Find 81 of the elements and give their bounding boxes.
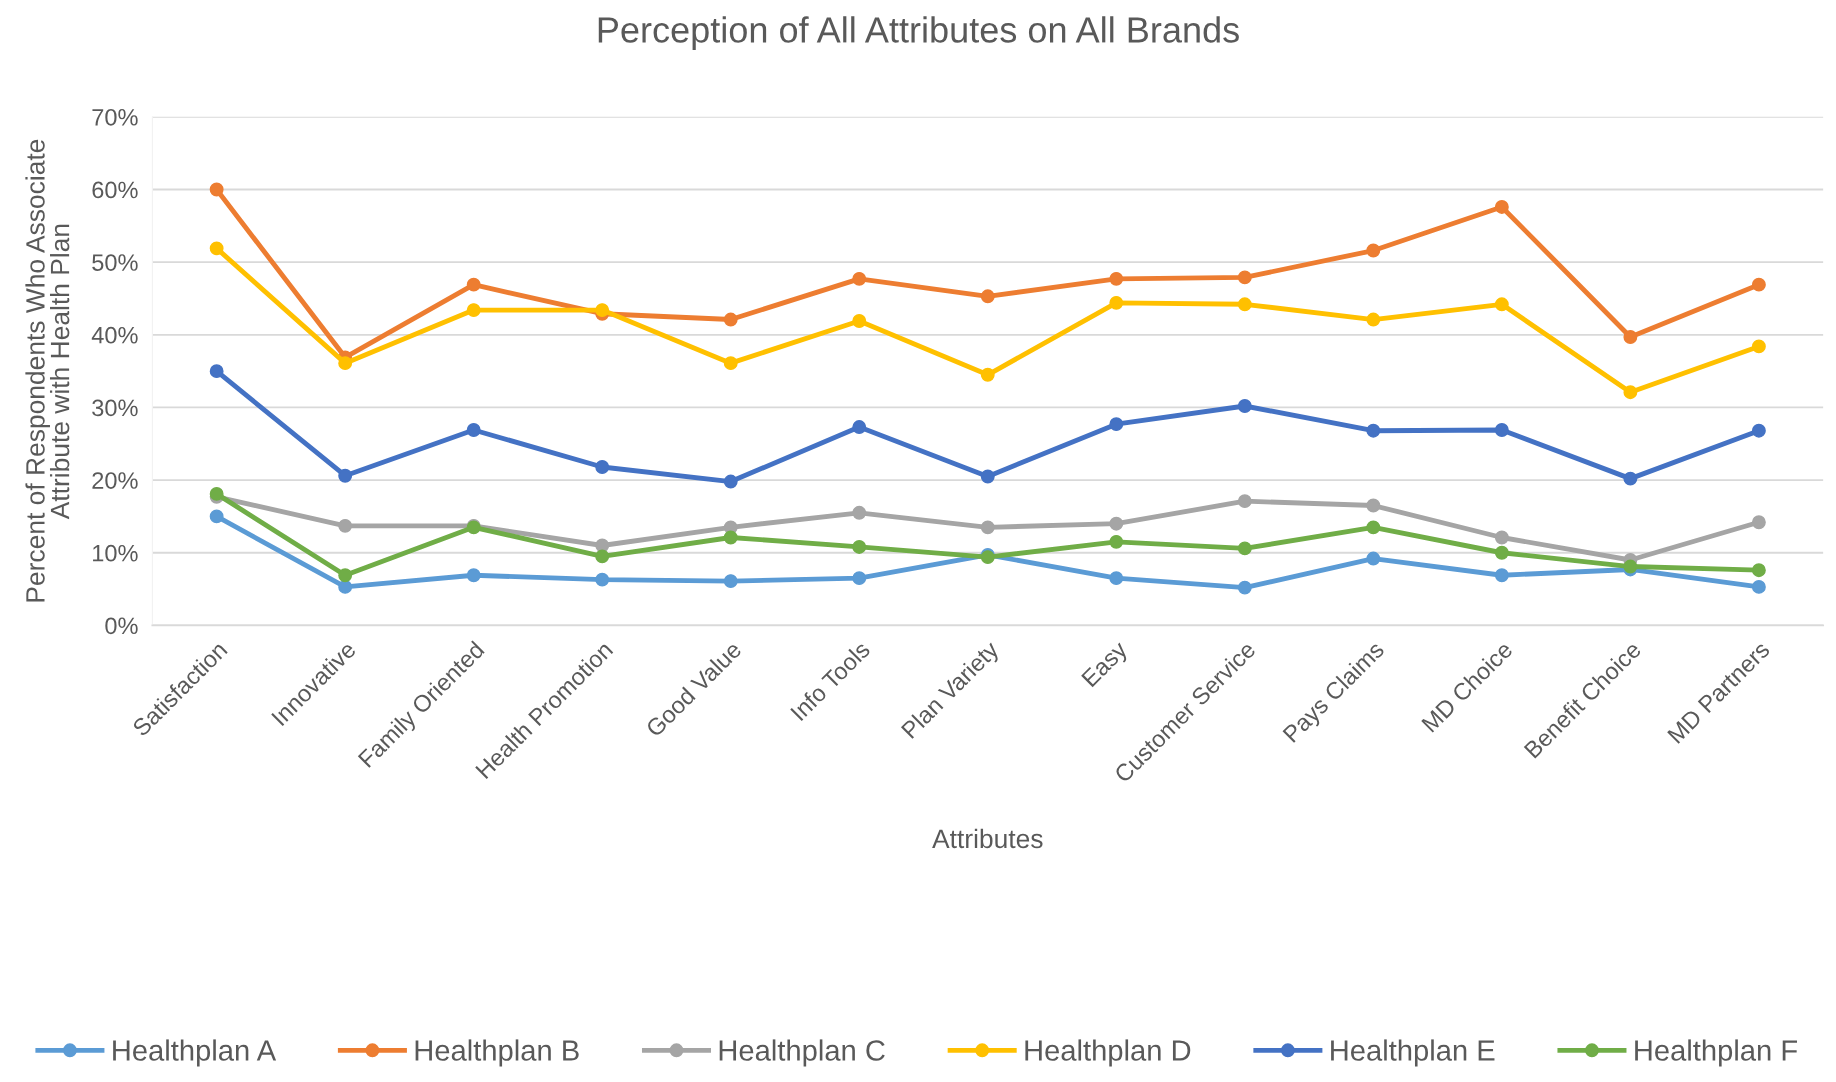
point [1494, 199, 1509, 214]
point [852, 314, 867, 328]
point [852, 571, 867, 586]
point [1237, 297, 1252, 312]
point [595, 549, 610, 564]
point [209, 364, 224, 379]
y-tick-label: 10% [93, 544, 138, 562]
point [1109, 271, 1124, 286]
point [1109, 516, 1124, 531]
point [338, 356, 353, 371]
legend-label: Healthplan B [415, 1039, 579, 1067]
point [852, 539, 867, 554]
point [1751, 515, 1766, 530]
y-tick-label: 40% [91, 326, 138, 344]
point [1751, 423, 1766, 438]
point [1494, 568, 1509, 583]
point [723, 574, 738, 589]
point [1109, 417, 1124, 432]
y-tick-label: 0% [105, 617, 138, 635]
point [1623, 471, 1638, 486]
point [1366, 498, 1381, 513]
point [338, 518, 353, 533]
point [1237, 399, 1252, 413]
point [1109, 571, 1124, 586]
point [1237, 580, 1252, 595]
legend-label: Healthplan C [719, 1039, 885, 1067]
x-axis-title: Attributes [932, 828, 1043, 849]
chart-title: Perception of All Attributes on All Brands [598, 16, 1239, 50]
point [723, 530, 738, 545]
point [1494, 423, 1509, 437]
point [1237, 541, 1252, 556]
point [209, 509, 224, 524]
point [1237, 270, 1252, 285]
point [338, 568, 353, 583]
point [852, 420, 867, 435]
point [1494, 530, 1509, 545]
point [980, 367, 995, 382]
point [466, 423, 481, 437]
point [338, 579, 353, 594]
point [466, 277, 481, 292]
y-axis-title: Percent of Respondents Who Associate Attribute with Health Plan [25, 139, 70, 602]
point [1366, 243, 1381, 258]
y-tick-label: 60% [92, 181, 138, 199]
y-tick-label: 50% [92, 254, 138, 271]
point [852, 271, 867, 286]
point [723, 356, 738, 371]
y-tick-label: 70% [92, 108, 138, 126]
legend-label: Healthplan F [1635, 1039, 1797, 1067]
point [723, 312, 738, 327]
point [1494, 297, 1509, 312]
point [980, 520, 995, 535]
point [1751, 579, 1766, 594]
y-tick-label: 20% [92, 472, 138, 489]
point [1751, 277, 1766, 292]
point [980, 289, 995, 304]
point [1366, 551, 1381, 566]
point [466, 568, 481, 583]
legend-label: Healthplan D [1025, 1039, 1191, 1067]
point [1109, 534, 1124, 549]
point [1366, 312, 1381, 327]
point [1366, 520, 1381, 535]
point [1366, 423, 1381, 438]
legend-label: Healthplan E [1331, 1039, 1495, 1067]
point [1623, 330, 1638, 344]
legend-label: Healthplan A [113, 1039, 277, 1067]
point [852, 505, 867, 520]
point [723, 474, 738, 489]
point [209, 182, 224, 197]
point [1109, 295, 1124, 310]
point [1751, 339, 1766, 354]
point [209, 241, 224, 256]
point [595, 572, 610, 587]
point [1751, 563, 1766, 578]
point [980, 469, 995, 484]
point [466, 303, 481, 318]
point [595, 460, 610, 474]
point [1237, 494, 1252, 509]
point [1494, 545, 1509, 560]
point [1623, 385, 1638, 400]
y-tick-label: 30% [92, 399, 138, 417]
point [338, 468, 353, 483]
